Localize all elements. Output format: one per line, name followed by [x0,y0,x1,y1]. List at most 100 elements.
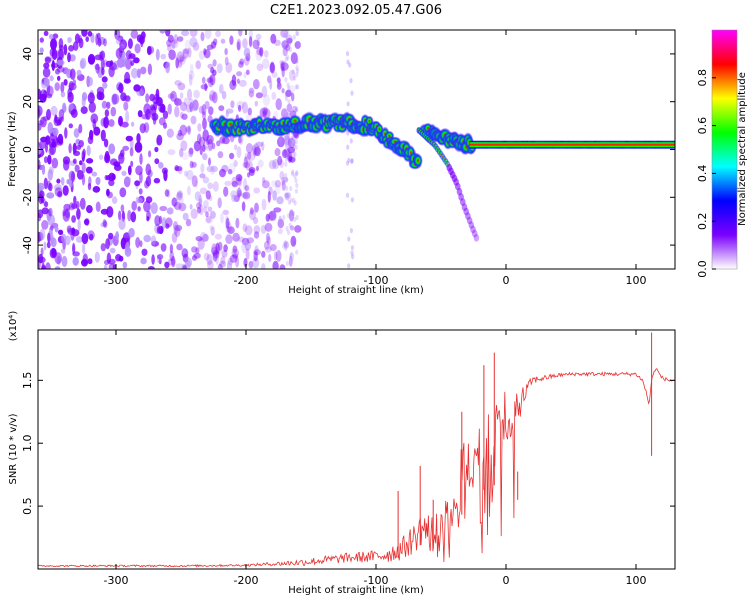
noise-dot [47,169,53,181]
noise-dot [198,50,205,60]
noise-dot [75,236,83,243]
noise-dot [174,98,182,106]
noise-dot [50,38,57,51]
noise-dot [167,149,176,156]
noise-dot [44,201,49,208]
noise-dot [295,30,299,36]
noise-dot [125,135,133,142]
noise-dot [284,241,289,249]
noise-dot [39,140,46,150]
noise-dot [131,121,135,127]
noise-dot [163,169,168,182]
noise-dot [185,126,191,133]
noise-dot [41,220,49,230]
noise-dot [224,180,232,186]
noise-dot [120,56,127,67]
noise-dot [191,100,196,112]
noise-dot [254,202,259,213]
noise-dot [60,81,65,93]
noise-dot [155,96,163,107]
noise-dot [212,181,219,192]
noise-dot [263,240,270,250]
noise-dot [235,174,243,182]
noise-dot [39,37,44,43]
noise-dot [173,224,178,235]
carrier-band-core [469,143,675,146]
noise-dot [124,176,132,182]
noise-dot [281,66,285,78]
noise-dot [283,152,288,158]
noise-dot [164,261,170,269]
noise-dot [63,203,71,212]
noise-dot [254,146,261,157]
noise-dot [71,215,76,223]
noise-dot [242,161,251,169]
noise-dot [231,176,237,187]
noise-dot [283,32,287,38]
noise-dot [43,77,50,87]
noise-dot [121,121,129,128]
noise-dot [294,41,301,49]
x-tick-label: -100 [364,574,389,587]
noise-dot [181,152,189,161]
noise-dot [162,110,169,119]
noise-dot [43,30,49,36]
figure-title: C2E1.2023.092.05.47.G06 [270,3,442,18]
noise-dot [214,233,222,240]
noise-dot [207,260,214,269]
noise-dot [155,48,160,61]
colorbar-tick-label: 0.4 [696,165,709,183]
noise-dot [268,160,277,170]
noise-dot [274,179,281,188]
noise-dot [274,39,281,46]
noise-dot [209,224,214,231]
noise-dot [98,154,104,160]
noise-dot [188,147,194,155]
noise-dot [211,165,218,173]
noise-dot [145,93,150,103]
noise-dot [261,58,270,69]
noise-dot [238,30,243,37]
noise-dot [234,144,238,151]
noise-dot [72,79,77,86]
noise-dot [63,44,68,56]
noise-dot [294,42,298,48]
noise-dot [245,69,250,76]
noise-dot [106,206,114,218]
noise-dot [176,132,184,141]
noise-dot [285,89,292,97]
noise-dot [108,179,115,187]
noise-dot [181,248,186,255]
noise-dot [286,192,291,199]
noise-dot [72,41,79,51]
noise-dot [95,33,99,46]
noise-dot [236,41,241,51]
noise-dot [101,100,108,109]
noise-dot [183,97,189,107]
noise-dot [243,47,251,58]
noise-dot [241,201,246,212]
noise-dot [66,225,72,233]
noise-dot [175,54,183,61]
noise-dot [178,202,187,212]
noise-dot [187,125,191,135]
noise-dot [45,141,48,153]
snr-x-ticks: -300 -200 -100 0 100 [104,330,647,587]
noise-dot [190,208,198,220]
noise-dot [224,48,228,56]
branch-blob [461,203,468,211]
snr-y-axis-label: SNR (10 * v/v) [8,413,19,484]
noise-dot [205,211,209,218]
y-tick-label: 0 [21,146,34,153]
noise-dot [173,34,179,44]
noise-dot [284,135,291,146]
noise-dot [277,155,283,166]
noise-dot [43,156,48,164]
noise-dot [248,36,253,48]
noise-dot [253,225,261,235]
noise-dot [120,204,125,213]
noise-dot [177,82,186,91]
noise-dot [211,142,216,150]
noise-dot [281,176,285,186]
noise-dot [350,250,354,256]
